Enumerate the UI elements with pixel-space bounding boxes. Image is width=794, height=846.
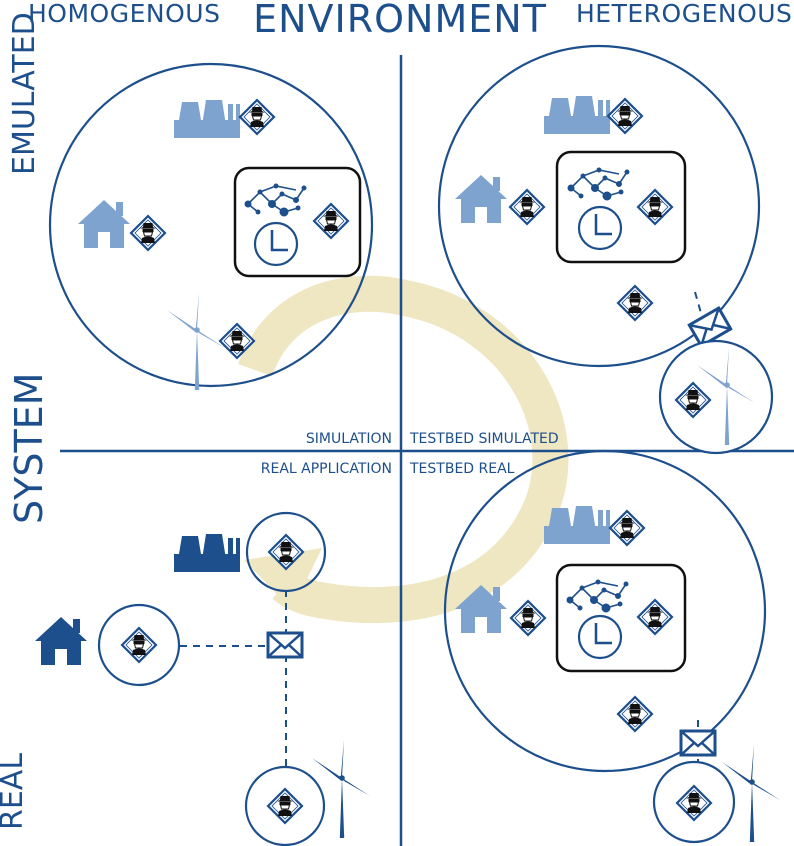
house-icon bbox=[35, 617, 87, 665]
power-plant-icon bbox=[544, 96, 610, 134]
agent-icon bbox=[508, 188, 546, 226]
emulated-label: EMULATED bbox=[7, 12, 42, 175]
envelope-icon bbox=[266, 631, 304, 659]
agent-icon bbox=[129, 214, 167, 252]
clock-icon bbox=[253, 221, 299, 267]
testbed-simulated-boundary bbox=[437, 44, 761, 368]
house-icon bbox=[455, 175, 507, 223]
agent-icon bbox=[238, 98, 276, 136]
heterogenous-label: HETEROGENOUS bbox=[576, 0, 792, 28]
real-application-label: REAL APPLICATION bbox=[261, 461, 392, 477]
quadrant-axes bbox=[60, 55, 794, 846]
clock-icon bbox=[577, 614, 623, 660]
wind-turbine-icon bbox=[167, 292, 225, 390]
testbed-real-group bbox=[443, 449, 780, 844]
envelope-icon bbox=[679, 729, 717, 757]
environment-title: ENVIRONMENT bbox=[253, 0, 547, 41]
agent-icon bbox=[616, 695, 654, 733]
agent-icon bbox=[509, 599, 547, 637]
testbed-simulated-label: TESTBED SIMULATED bbox=[409, 431, 559, 447]
clock-icon bbox=[577, 205, 623, 251]
system-label: SYSTEM bbox=[7, 373, 51, 524]
real-application-group bbox=[35, 511, 370, 846]
cycle-arrow bbox=[238, 275, 569, 624]
simulation-label: SIMULATION bbox=[306, 431, 392, 447]
power-plant-icon bbox=[544, 506, 610, 544]
testbed-simulated-group bbox=[437, 44, 774, 455]
agent-icon bbox=[616, 284, 654, 322]
homogenous-label: HOMOGENOUS bbox=[28, 0, 220, 28]
testbed-real-label: TESTBED REAL bbox=[409, 461, 515, 477]
power-plant-icon bbox=[174, 100, 240, 138]
remote-node-boundary bbox=[658, 339, 774, 455]
agent-icon bbox=[608, 509, 646, 547]
real-label: REAL bbox=[0, 753, 30, 830]
power-plant-icon bbox=[174, 534, 240, 572]
node-boundary bbox=[245, 511, 327, 593]
simulation-group bbox=[48, 62, 374, 390]
house-icon bbox=[78, 200, 130, 248]
testbed-real-boundary bbox=[443, 449, 767, 773]
simulation-boundary bbox=[48, 62, 374, 388]
agent-icon bbox=[606, 97, 644, 135]
